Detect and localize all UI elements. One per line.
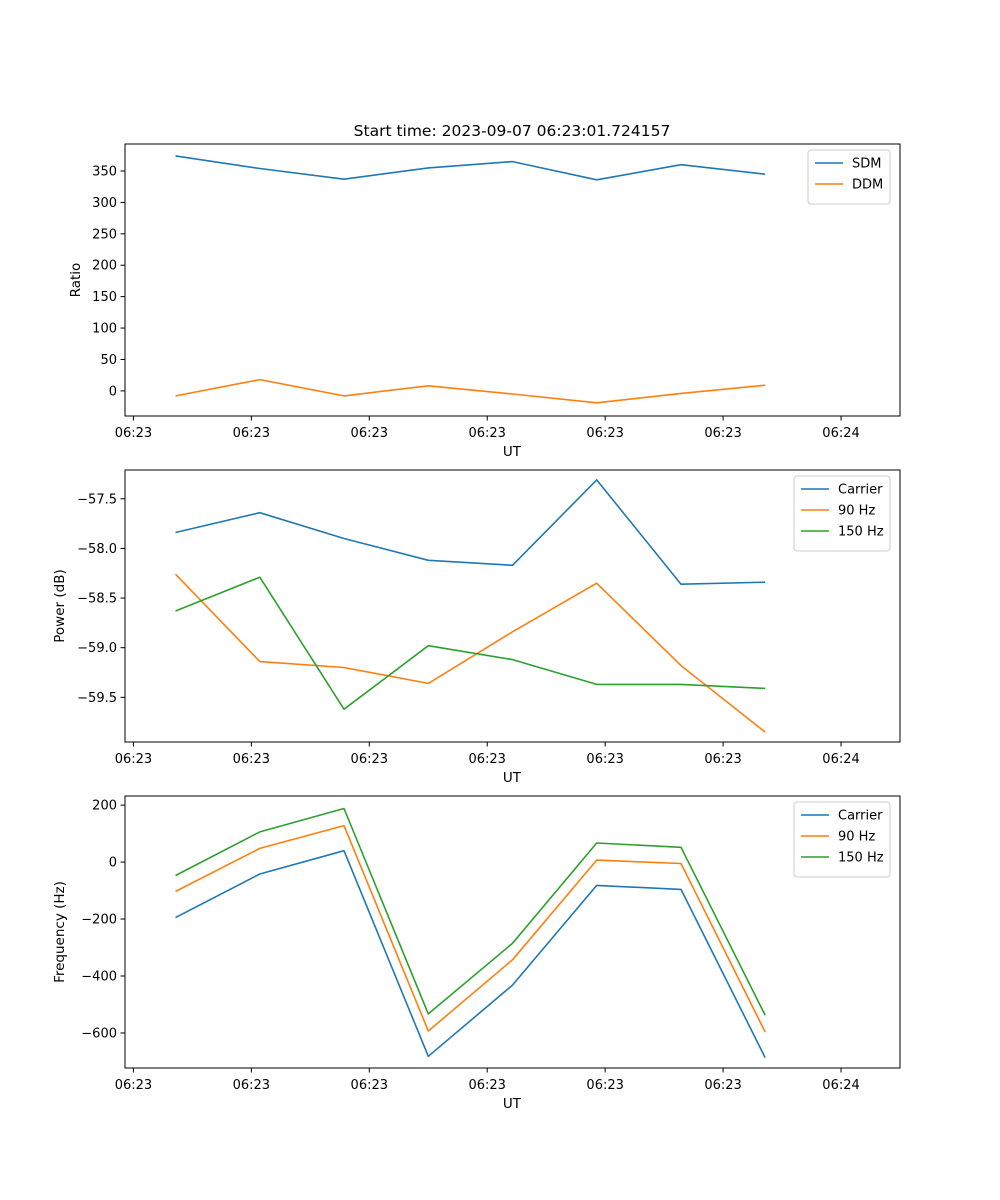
x-tick-label: 06:23: [233, 1078, 270, 1093]
legend-box: [793, 801, 891, 878]
y-tick-label: 0: [109, 384, 117, 399]
axes-frame: [124, 469, 901, 743]
y-tick-label: 200: [92, 259, 117, 274]
x-tick-label: 06:23: [115, 1078, 152, 1093]
y-tick-label: −400: [81, 970, 117, 985]
y-tick-label: −58.5: [77, 592, 117, 607]
x-tick-label: 06:23: [704, 1078, 741, 1093]
y-tick-label: −59.0: [77, 641, 117, 656]
x-tick-label: 06:23: [704, 426, 741, 441]
legend-entry: SDM: [852, 157, 881, 172]
x-axis-label: UT: [503, 770, 522, 786]
x-tick-label: 06:24: [822, 426, 859, 441]
x-tick-label: 06:24: [822, 1078, 859, 1093]
panel-3: 06:23 06:23 06:23 06:23 06:23 06:23 06:24 −600 −…: [52, 795, 901, 1112]
panels: 06:23 06:23 06:23 06:23 06:23 06:23 06:24 0 50 10…: [52, 143, 901, 1112]
y-tick-label: −600: [81, 1026, 117, 1041]
x-axis-label: UT: [503, 1096, 522, 1112]
x-tick-label: 06:23: [351, 752, 388, 767]
legend-entry: DDM: [852, 178, 883, 193]
figure-title: Start time: 2023-09-07 06:23:01.724157: [354, 122, 671, 140]
y-axis-label: Frequency (Hz): [52, 881, 68, 983]
panel-2: 06:23 06:23 06:23 06:23 06:23 06:23 06:24 −59.5…: [52, 469, 901, 786]
x-tick-label: 06:23: [351, 1078, 388, 1093]
y-tick-label: 0: [109, 856, 117, 871]
series-line-150-hz: [175, 807, 766, 1016]
y-tick-label: 100: [92, 322, 117, 337]
series-line-90-hz: [175, 824, 766, 1033]
x-tick-label: 06:24: [822, 752, 859, 767]
series-line-90-hz: [174, 573, 766, 733]
x-tick-label: 06:23: [351, 426, 388, 441]
y-tick-label: 150: [92, 290, 117, 305]
y-tick-label: 50: [100, 353, 117, 368]
x-tick-label: 06:23: [468, 752, 505, 767]
y-tick-label: −58.0: [77, 542, 117, 557]
x-tick-label: 06:23: [468, 1078, 505, 1093]
legend-entry: Carrier: [838, 809, 883, 824]
y-axis-label: Power (dB): [52, 569, 68, 642]
legend-entry: 150 Hz: [838, 525, 884, 540]
legend-box: [793, 475, 891, 552]
y-tick-label: 300: [92, 196, 117, 211]
x-tick-label: 06:23: [115, 752, 152, 767]
axes-frame: [124, 143, 901, 417]
x-tick-label: 06:23: [704, 752, 741, 767]
series-line-sdm: [175, 155, 766, 181]
y-axis-label: Ratio: [68, 263, 84, 298]
legend-entry: 90 Hz: [838, 830, 875, 845]
legend-entry: Carrier: [838, 483, 883, 498]
y-tick-label: −59.5: [77, 691, 117, 706]
x-tick-label: 06:23: [586, 1078, 623, 1093]
y-tick-label: 250: [92, 227, 117, 242]
x-tick-label: 06:23: [586, 752, 623, 767]
y-tick-label: −200: [81, 913, 117, 928]
legend: Carrier 90 Hz 150 Hz: [793, 475, 891, 552]
y-tick-label: 350: [92, 165, 117, 180]
series-line-carrier: [175, 479, 766, 586]
x-tick-label: 06:23: [233, 752, 270, 767]
series-line-carrier: [175, 849, 766, 1059]
x-tick-label: 06:23: [468, 426, 505, 441]
legend: SDM DDM: [807, 149, 891, 205]
legend-entry: 90 Hz: [838, 504, 875, 519]
series-line-150-hz: [175, 576, 766, 711]
x-tick-label: 06:23: [115, 426, 152, 441]
x-axis-label: UT: [503, 444, 522, 460]
x-tick-label: 06:23: [586, 426, 623, 441]
legend: Carrier 90 Hz 150 Hz: [793, 801, 891, 878]
legend-entry: 150 Hz: [838, 851, 884, 866]
x-tick-label: 06:23: [233, 426, 270, 441]
panel-1: 06:23 06:23 06:23 06:23 06:23 06:23 06:24 0 50 10…: [68, 143, 901, 460]
series-line-ddm: [175, 378, 766, 404]
y-tick-label: −57.5: [77, 492, 117, 507]
y-tick-label: 200: [92, 799, 117, 814]
axes-frame: [124, 795, 901, 1069]
